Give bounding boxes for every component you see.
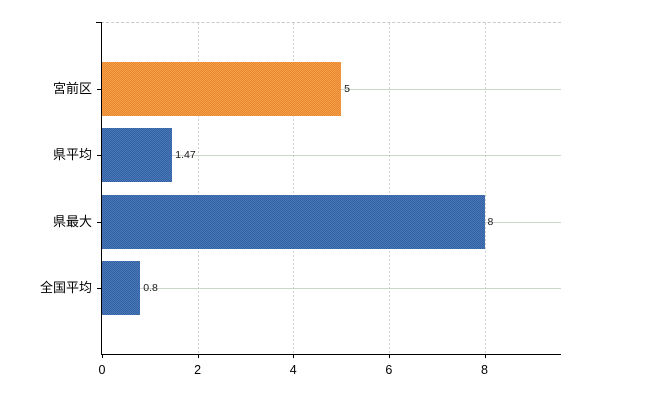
bar-value-label-0: 5 xyxy=(344,83,350,95)
plot-area: 5 1.47 8 0.8 0 2 4 6 8 宮前区県平均県最大全国平均 xyxy=(40,22,561,377)
bar-value-label-1: 1.47 xyxy=(175,149,196,161)
x-axis-tick-label-3: 6 xyxy=(385,363,393,377)
vertical-gridline-2 xyxy=(293,23,295,354)
x-axis-tick-1 xyxy=(197,354,199,358)
vertical-gridline-1 xyxy=(197,23,199,354)
x-axis-tick-0 xyxy=(102,354,103,358)
bar-value-label-3: 0.8 xyxy=(143,282,158,294)
x-axis-tick-4 xyxy=(484,354,486,358)
bar-value-label-2: 8 xyxy=(487,216,494,228)
x-axis-tick-3 xyxy=(388,354,390,358)
y-axis-tick-3 xyxy=(97,288,102,289)
vertical-gridline-4 xyxy=(484,23,486,354)
x-axis-tick-2 xyxy=(293,354,295,358)
horizontal-gridline-1 xyxy=(102,155,561,156)
category-label-1: 県平均 xyxy=(52,147,92,162)
bar-1 xyxy=(102,128,173,182)
y-axis-tick-2 xyxy=(97,222,102,223)
x-axis-tick-label-2: 4 xyxy=(289,363,297,377)
x-axis-tick-label-0: 0 xyxy=(98,363,106,377)
y-axis-tick-0 xyxy=(97,89,102,90)
category-label-3: 全国平均 xyxy=(39,280,92,295)
y-axis-tick-1 xyxy=(97,155,102,156)
x-axis-tick-label-1: 2 xyxy=(194,363,202,377)
vertical-gridline-3 xyxy=(388,23,390,354)
category-label-2: 県最大 xyxy=(52,214,92,229)
category-label-0: 宮前区 xyxy=(52,81,92,96)
bar-2 xyxy=(102,195,485,249)
bar-0 xyxy=(102,62,342,116)
y-axis-top-tick xyxy=(96,22,102,23)
horizontal-gridline-3 xyxy=(102,288,561,289)
bar-3 xyxy=(102,261,141,315)
x-axis-tick-label-4: 8 xyxy=(481,363,488,377)
